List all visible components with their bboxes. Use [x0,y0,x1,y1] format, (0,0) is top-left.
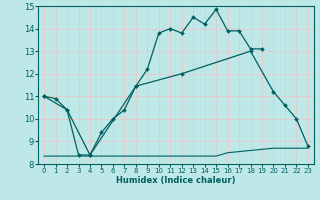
X-axis label: Humidex (Indice chaleur): Humidex (Indice chaleur) [116,176,236,185]
